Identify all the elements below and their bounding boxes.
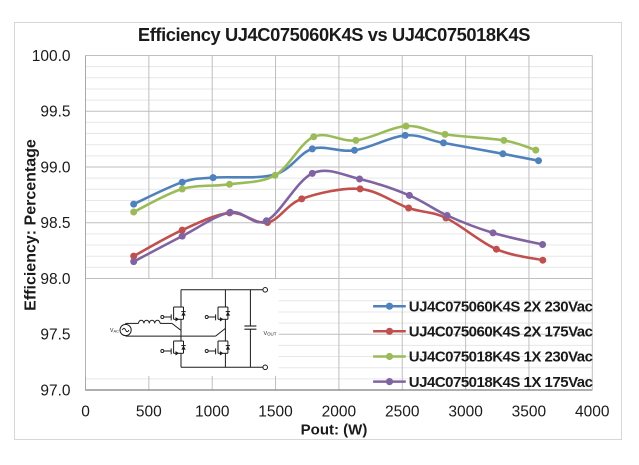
svg-text:UJ4C075018K4S 1X 175Vac: UJ4C075018K4S 1X 175Vac xyxy=(409,374,593,391)
svg-text:97.0: 97.0 xyxy=(40,382,71,399)
svg-text:0: 0 xyxy=(81,404,90,421)
svg-text:Pout: (W): Pout: (W) xyxy=(301,422,368,439)
svg-text:100.0: 100.0 xyxy=(32,48,71,65)
svg-text:VAC: VAC xyxy=(110,328,119,334)
svg-text:98.0: 98.0 xyxy=(40,271,71,288)
svg-text:VOUT: VOUT xyxy=(264,331,277,337)
svg-text:99.5: 99.5 xyxy=(40,104,70,121)
svg-text:1000: 1000 xyxy=(195,404,230,421)
svg-text:98.5: 98.5 xyxy=(40,215,70,232)
svg-text:99.0: 99.0 xyxy=(40,159,71,176)
svg-text:2000: 2000 xyxy=(322,404,357,421)
svg-text:2500: 2500 xyxy=(385,404,420,421)
svg-text:4000: 4000 xyxy=(575,404,610,421)
svg-text:97.5: 97.5 xyxy=(40,327,70,344)
svg-text:3000: 3000 xyxy=(448,404,483,421)
svg-text:1500: 1500 xyxy=(258,404,293,421)
svg-text:UJ4C075060K4S 2X 175Vac: UJ4C075060K4S 2X 175Vac xyxy=(409,324,593,341)
svg-text:500: 500 xyxy=(136,404,162,421)
svg-text:3500: 3500 xyxy=(512,404,547,421)
svg-text:Efficiency: Percentage: Efficiency: Percentage xyxy=(23,139,40,311)
svg-text:UJ4C075060K4S 2X 230Vac: UJ4C075060K4S 2X 230Vac xyxy=(409,298,593,315)
svg-text:UJ4C075018K4S 1X 230Vac: UJ4C075018K4S 1X 230Vac xyxy=(409,349,593,366)
svg-text:Efficiency UJ4C075060K4S vs UJ: Efficiency UJ4C075060K4S vs UJ4C075018K4… xyxy=(138,24,530,45)
